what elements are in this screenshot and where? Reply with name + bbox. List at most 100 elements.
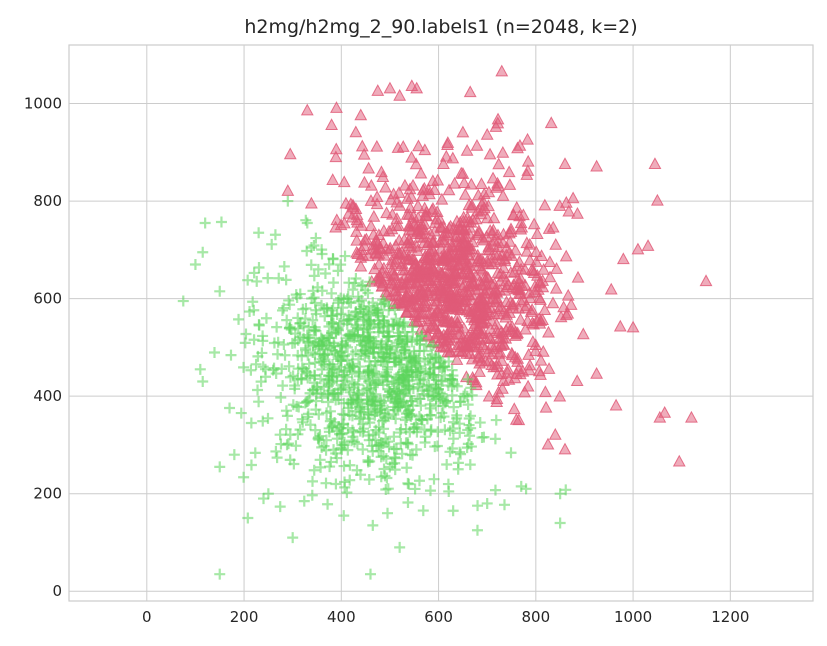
- triangle-point: [518, 385, 532, 398]
- plus-point: [438, 411, 450, 423]
- plus-point: [352, 379, 364, 391]
- plus-point: [339, 476, 351, 488]
- triangle-point: [463, 85, 477, 98]
- plus-point: [194, 363, 206, 375]
- triangle-point: [437, 339, 450, 352]
- triangle-point: [438, 252, 452, 265]
- triangle-point: [478, 273, 492, 286]
- triangle-point: [339, 196, 353, 209]
- plus-point: [305, 259, 317, 271]
- triangle-point: [479, 283, 493, 295]
- plus-point: [252, 350, 264, 362]
- triangle-point: [491, 176, 504, 189]
- triangle-point: [466, 275, 480, 288]
- plus-point: [404, 390, 416, 402]
- plus-point: [375, 298, 387, 310]
- plus-point: [275, 392, 287, 404]
- triangle-point: [490, 360, 504, 372]
- plus-point: [399, 414, 411, 426]
- plus-point: [284, 454, 296, 466]
- plus-point: [391, 443, 403, 455]
- triangle-point: [498, 252, 512, 265]
- plus-point: [322, 389, 334, 401]
- triangle-point: [460, 144, 474, 156]
- triangle-point: [549, 237, 563, 250]
- plus-point: [420, 339, 432, 351]
- plus-point: [389, 451, 401, 463]
- triangle-point: [699, 274, 713, 287]
- plus-point: [303, 358, 315, 370]
- plus-point: [314, 348, 326, 360]
- triangle-point: [326, 173, 340, 185]
- plus-point: [281, 314, 293, 326]
- triangle-point: [613, 319, 627, 332]
- triangle-point: [553, 389, 567, 402]
- triangle-point: [392, 247, 406, 260]
- triangle-point: [342, 207, 356, 219]
- triangle-point: [443, 345, 457, 358]
- plus-point: [441, 459, 453, 471]
- plus-point: [367, 519, 379, 531]
- plus-point: [419, 431, 431, 443]
- triangle-point: [349, 125, 363, 138]
- triangle-point: [428, 224, 442, 237]
- plus-point: [283, 360, 295, 372]
- plus-point: [272, 336, 284, 348]
- plus-point: [424, 398, 436, 410]
- triangle-point: [447, 297, 460, 310]
- triangle-point: [509, 325, 523, 337]
- triangle-point: [576, 327, 590, 340]
- plus-point: [370, 335, 382, 347]
- y-tick-label: 800: [33, 192, 62, 210]
- plus-point: [322, 498, 334, 510]
- plus-point: [296, 362, 308, 374]
- plus-point: [358, 315, 370, 327]
- plus-point: [554, 517, 566, 529]
- plus-point: [382, 342, 394, 354]
- plus-point: [247, 296, 259, 308]
- triangle-point: [454, 166, 468, 179]
- plus-point: [347, 284, 359, 296]
- plus-point: [238, 471, 250, 483]
- plus-point: [354, 401, 366, 413]
- plus-point: [260, 312, 272, 324]
- triangle-point: [487, 211, 501, 224]
- triangle-point: [542, 362, 556, 374]
- plus-point: [335, 259, 347, 271]
- triangle-point: [517, 293, 530, 306]
- plus-point: [278, 302, 290, 314]
- plus-point: [384, 347, 396, 359]
- triangle-point: [400, 291, 414, 303]
- plus-point: [341, 487, 353, 499]
- plus-point: [290, 440, 302, 452]
- plus-point: [250, 358, 262, 370]
- plus-point: [300, 302, 312, 314]
- triangle-point: [492, 157, 506, 170]
- plus-point: [439, 424, 451, 436]
- plus-point: [416, 414, 428, 426]
- triangle-point: [433, 278, 446, 290]
- plus-point: [392, 398, 404, 410]
- triangle-point: [372, 228, 386, 241]
- chart-title: h2mg/h2mg_2_90.labels1 (n=2048, k=2): [244, 16, 637, 38]
- triangle-point: [364, 178, 378, 191]
- plus-point: [208, 347, 220, 359]
- plus-point: [459, 388, 471, 400]
- plus-point: [344, 459, 356, 471]
- triangle-point: [491, 266, 505, 278]
- plus-point: [420, 366, 432, 378]
- plus-point: [455, 448, 467, 460]
- plus-point: [454, 427, 466, 439]
- triangle-point: [281, 184, 295, 196]
- plus-point: [481, 497, 493, 509]
- triangle-point: [653, 410, 667, 423]
- triangle-point: [470, 139, 484, 151]
- triangle-point: [546, 296, 560, 309]
- plus-point: [363, 387, 375, 399]
- triangle-point: [406, 178, 420, 191]
- plus-point: [292, 334, 304, 346]
- plus-point: [341, 314, 353, 326]
- plus-point: [404, 426, 416, 438]
- plus-point: [292, 312, 304, 324]
- triangle-point: [375, 165, 388, 178]
